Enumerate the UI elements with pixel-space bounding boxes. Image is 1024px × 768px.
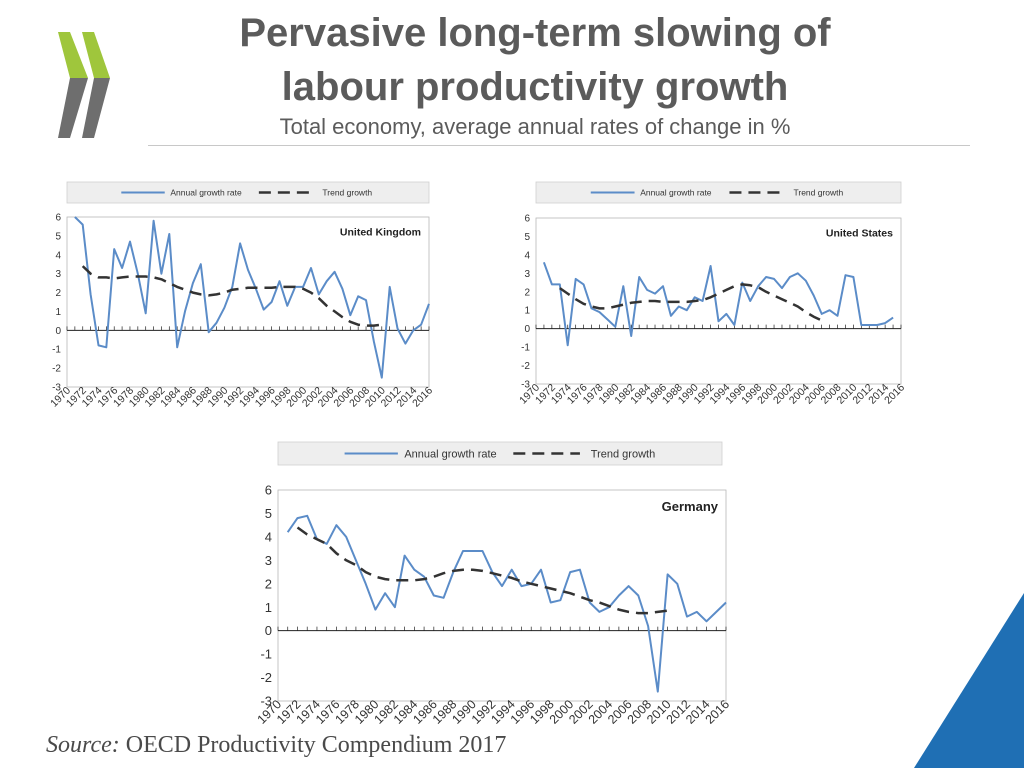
y-tick-label: -2 bbox=[52, 364, 61, 375]
legend-label-trend: Trend growth bbox=[322, 187, 372, 197]
plot-frame bbox=[277, 489, 727, 702]
uk-chart: Annual growth rate Trend growth 6 5 4 3 2 1 0 -1 -… bbox=[48, 181, 435, 410]
legend-label-trend: Trend growth bbox=[794, 187, 844, 197]
legend-box bbox=[277, 441, 723, 466]
y-tick-label: 2 bbox=[55, 288, 61, 299]
legend-label-annual: Annual growth rate bbox=[640, 187, 712, 197]
y-tick-label: -1 bbox=[521, 343, 530, 354]
us-chart: Annual growth rate Trend growth 6 5 4 3 2 1 0 -1 -… bbox=[517, 181, 907, 407]
y-tick-label: 5 bbox=[55, 231, 61, 242]
series-trend-growth-line bbox=[296, 526, 668, 615]
y-tick-label: 3 bbox=[524, 269, 530, 280]
y-tick-label: 6 bbox=[524, 214, 530, 225]
country-label: United Kingdom bbox=[340, 227, 421, 239]
y-tick-label: 4 bbox=[265, 529, 272, 544]
page-title-line1: Pervasive long-term slowing of bbox=[239, 11, 831, 55]
y-tick-label: 4 bbox=[524, 250, 530, 261]
y-tick-label: 1 bbox=[524, 306, 530, 317]
page-title-line2: labour productivity growth bbox=[281, 65, 789, 109]
legend-box bbox=[535, 181, 902, 204]
y-tick-label: 3 bbox=[55, 269, 61, 280]
germany-chart: Annual growth rate Trend growth 6 5 4 3 2 1 0 -1 -… bbox=[255, 441, 732, 727]
corner-decoration bbox=[914, 593, 1024, 768]
legend-label-trend: Trend growth bbox=[591, 448, 655, 460]
plot-frame bbox=[535, 217, 902, 385]
source-text: OECD Productivity Compendium 2017 bbox=[125, 732, 507, 758]
y-tick-label: -3 bbox=[521, 380, 530, 391]
y-tick-label: 0 bbox=[524, 324, 530, 335]
y-tick-label: -3 bbox=[260, 694, 272, 709]
y-tick-label: 3 bbox=[265, 553, 272, 568]
y-tick-label: -3 bbox=[52, 383, 61, 394]
country-label: Germany bbox=[662, 499, 719, 514]
y-tick-label: 0 bbox=[55, 326, 61, 337]
y-tick-label: 5 bbox=[265, 506, 272, 521]
source-note: Source: OECD Productivity Compendium 201… bbox=[46, 732, 506, 759]
y-tick-label: 1 bbox=[265, 600, 272, 615]
plot-frame bbox=[66, 216, 430, 388]
series-annual-growth-line bbox=[74, 216, 430, 379]
y-tick-label: 6 bbox=[55, 213, 61, 224]
y-tick-label: -2 bbox=[521, 361, 530, 372]
y-tick-label: 0 bbox=[265, 623, 272, 638]
source-label: Source: bbox=[46, 732, 120, 758]
series-trend-growth-line bbox=[559, 283, 823, 322]
title-divider bbox=[148, 145, 970, 146]
legend-label-annual: Annual growth rate bbox=[170, 187, 242, 197]
series-annual-growth-line bbox=[286, 514, 727, 693]
page-subtitle: Total economy, average annual rates of c… bbox=[279, 114, 791, 139]
series-trend-growth-line bbox=[81, 265, 382, 327]
country-label: United States bbox=[826, 228, 893, 240]
legend-box bbox=[66, 181, 430, 204]
series-annual-growth-line bbox=[542, 261, 894, 347]
y-tick-label: 1 bbox=[55, 307, 61, 318]
y-tick-label: 2 bbox=[524, 287, 530, 298]
y-tick-label: -1 bbox=[52, 345, 61, 356]
y-tick-label: 4 bbox=[55, 250, 61, 261]
y-tick-label: -2 bbox=[260, 670, 272, 685]
legend-label-annual: Annual growth rate bbox=[404, 448, 496, 460]
y-tick-label: 6 bbox=[265, 483, 272, 498]
y-tick-label: -1 bbox=[260, 647, 272, 662]
y-tick-label: 2 bbox=[265, 576, 272, 591]
y-tick-label: 5 bbox=[524, 232, 530, 243]
oecd-logo-icon bbox=[58, 32, 110, 138]
